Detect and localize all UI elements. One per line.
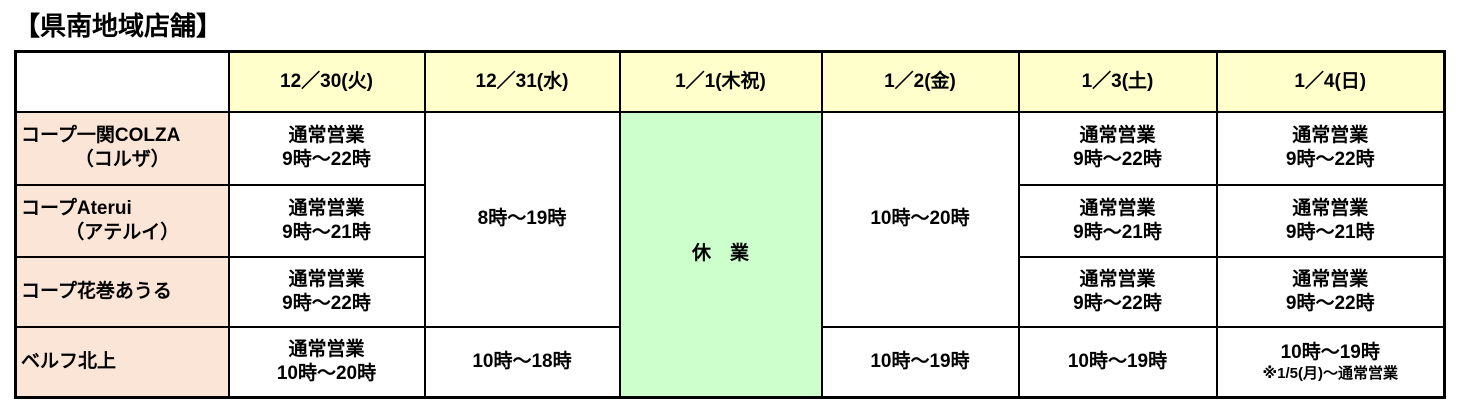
hours-cell-jan3: 通常営業 9時〜21時	[1017, 183, 1218, 258]
date-header-jan4: 1／4(日)	[1215, 50, 1446, 113]
page: 【県南地域店舗】 12／30(火) 12／31(水) 1／1(木祝) 1／2(金…	[14, 11, 1446, 399]
hours-cell-jan2: 10時〜19時	[820, 325, 1020, 399]
hours-cell-dec30: 通常営業 9時〜22時	[227, 255, 426, 328]
hours-cell-jan3: 通常営業 9時〜22時	[1017, 255, 1218, 328]
hours-cell-jan3: 10時〜19時	[1017, 325, 1218, 399]
corner-cell	[14, 50, 230, 113]
closed-cell-jan1: 休 業	[618, 110, 823, 399]
hours-line1: 通常営業	[1292, 268, 1369, 290]
hours-cell-dec30: 通常営業 10時〜20時	[227, 325, 426, 399]
date-header-dec30: 12／30(火)	[227, 50, 426, 113]
store-name-cell: コープ花巻あうる	[14, 255, 230, 328]
hours-line1: 通常営業	[1079, 197, 1156, 219]
hours-line1: 通常営業	[1079, 268, 1156, 290]
hours-line2: 9時〜22時	[1285, 292, 1375, 314]
table-row-auru: コープ花巻あうる 通常営業 9時〜22時 通常営業 9時〜22時 通常営業 9時…	[14, 255, 1446, 328]
date-header-jan1: 1／1(木祝)	[618, 50, 823, 113]
hours-line2: 9時〜21時	[1073, 221, 1162, 243]
hours-line1: 通常営業	[288, 197, 365, 219]
hours-cell-jan2-merged: 10時〜20時	[820, 110, 1020, 328]
date-header-jan2: 1／2(金)	[820, 50, 1020, 113]
table-row-colza: コープ一関COLZA （コルザ） 通常営業 9時〜22時 8時〜19時 休 業 …	[14, 110, 1446, 399]
table-row-aterui: コープAterui （アテルイ） 通常営業 9時〜21時 通常営業 9時〜21時…	[14, 183, 1446, 258]
hours-line1: 通常営業	[288, 268, 365, 290]
hours-line2: 9時〜21時	[282, 221, 371, 243]
store-name-line1: ベルフ北上	[21, 350, 117, 372]
hours-cell-jan4: 通常営業 9時〜22時	[1215, 110, 1446, 186]
header-row: 12／30(火) 12／31(水) 1／1(木祝) 1／2(金) 1／3(土) …	[14, 50, 1446, 113]
hours-line2: 9時〜21時	[1285, 221, 1375, 243]
hours-line1: 通常営業	[288, 339, 365, 360]
date-header-jan3: 1／3(土)	[1017, 50, 1218, 113]
page-title: 【県南地域店舗】	[14, 11, 223, 41]
hours-line2: 9時〜22時	[282, 149, 371, 170]
hours-cell-jan3: 通常営業 9時〜22時	[1017, 110, 1218, 186]
store-name-line1: コープAterui	[21, 197, 132, 219]
table-row-belf: ベルフ北上 通常営業 10時〜20時 10時〜18時 10時〜19時 10時〜1…	[14, 325, 1446, 399]
hours-line1: 通常営業	[1292, 197, 1369, 219]
hours-line2: 9時〜22時	[282, 292, 371, 314]
hours-line1: 通常営業	[288, 125, 365, 147]
hours-line2: 9時〜22時	[1073, 292, 1162, 314]
date-header-dec31: 12／31(水)	[423, 50, 621, 113]
hours-line1: 10時〜19時	[1280, 341, 1380, 363]
hours-line1: 通常営業	[1292, 125, 1369, 147]
note: ※1/5(月)〜通常営業	[1262, 364, 1398, 382]
hours-line1: 通常営業	[1079, 125, 1156, 147]
hours-cell-jan4: 10時〜19時 ※1/5(月)〜通常営業	[1215, 325, 1446, 399]
store-name-cell: コープAterui （アテルイ）	[14, 183, 230, 258]
store-name-cell: ベルフ北上	[14, 325, 230, 399]
hours-line2: 10時〜20時	[276, 362, 377, 384]
store-name-line2: （コルザ）	[74, 149, 170, 170]
store-hours-table: 12／30(火) 12／31(水) 1／1(木祝) 1／2(金) 1／3(土) …	[14, 50, 1446, 399]
store-name-cell: コープ一関COLZA （コルザ）	[14, 110, 230, 186]
store-name-line1: コープ花巻あうる	[21, 280, 172, 302]
hours-cell-jan4: 通常営業 9時〜22時	[1215, 255, 1446, 328]
hours-cell-dec31: 10時〜18時	[423, 325, 621, 399]
hours-cell-dec30: 通常営業 9時〜22時	[227, 110, 426, 186]
hours-line2: 9時〜22時	[1285, 149, 1375, 170]
hours-cell-dec31-merged: 8時〜19時	[423, 110, 621, 328]
store-name-line2: （アテルイ）	[65, 221, 180, 243]
hours-cell-dec30: 通常営業 9時〜21時	[227, 183, 426, 258]
hours-line2: 9時〜22時	[1073, 149, 1162, 170]
store-name-line1: コープ一関COLZA	[21, 125, 181, 147]
hours-cell-jan4: 通常営業 9時〜21時	[1215, 183, 1446, 258]
